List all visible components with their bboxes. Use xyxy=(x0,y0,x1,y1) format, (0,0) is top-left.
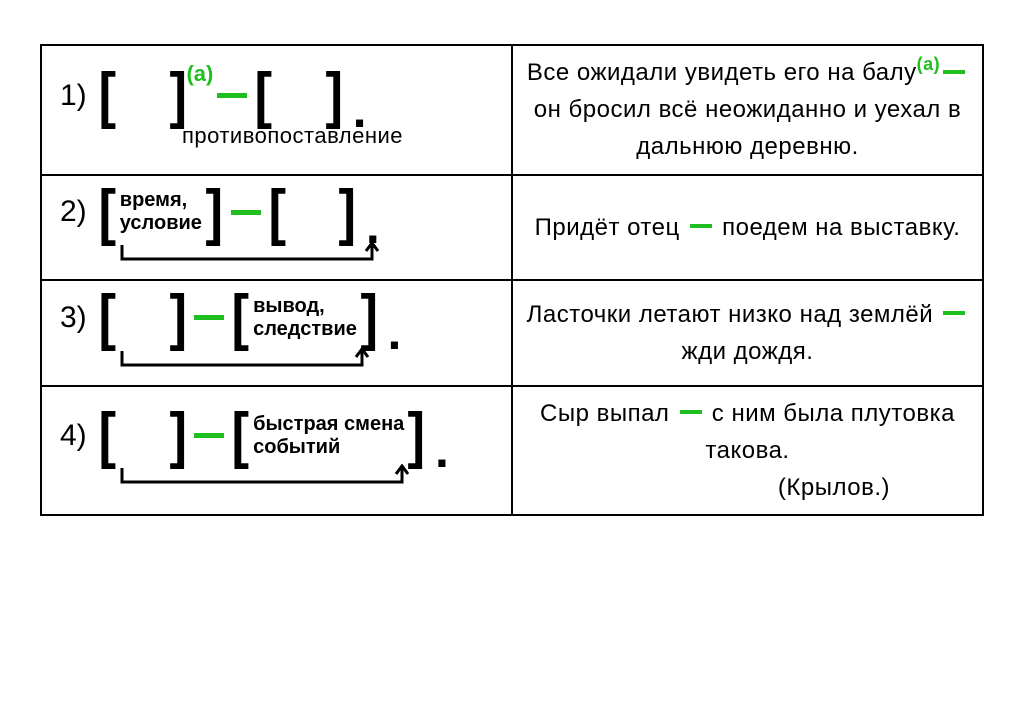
row-number: 3) xyxy=(60,301,87,335)
bracket-close-icon: ] xyxy=(169,411,187,461)
dash-icon xyxy=(943,70,965,74)
example-text-post: с ним была плутовка такова. xyxy=(705,400,955,464)
cell-example-2: Придёт отец поедем на выставку. xyxy=(512,175,983,281)
bracket-open-icon: [ xyxy=(99,188,117,238)
bracket-close-icon: ] xyxy=(326,71,344,121)
scheme-4: [ ] [ быстрая сменасобытий ] . xyxy=(97,411,449,461)
cell-scheme-2: 2) [ время,условие ] [ ] . xyxy=(41,175,512,281)
bracket-close-icon: ] xyxy=(408,411,426,461)
bracket-open-icon: [ xyxy=(99,293,117,343)
bracket-open-icon: [ xyxy=(255,71,273,121)
cell-example-3: Ласточки летают низко над землёй жди дож… xyxy=(512,280,983,386)
example-source: (Крылов.) xyxy=(525,469,970,506)
bracket-open-icon: [ xyxy=(268,188,286,238)
row-number: 2) xyxy=(60,195,87,229)
table-row: 3) [ ] [ вывод,следствие ] . xyxy=(41,280,983,386)
bracket-open-icon: [ xyxy=(99,71,117,121)
row-number: 1) xyxy=(60,79,87,113)
cell-scheme-1: 1) [ ] (а) [ ] . противопоставление xyxy=(41,45,512,175)
cell-scheme-4: 4) [ ] [ быстрая сменасобытий ] . xyxy=(41,386,512,516)
bracket-close-icon: ] xyxy=(169,293,187,343)
example-text-pre: Все ожидали увидеть его на балу xyxy=(527,59,917,86)
table-row: 2) [ время,условие ] [ ] . xyxy=(41,175,983,281)
arrow-back xyxy=(114,241,495,267)
bracket-content: вывод,следствие xyxy=(251,295,359,341)
scheme-sublabel: противопоставление xyxy=(60,123,495,149)
annotation-a: (а) xyxy=(917,54,941,74)
cell-example-4: Сыр выпал с ним была плутовка такова. (К… xyxy=(512,386,983,516)
example-text-post: жди дождя. xyxy=(682,338,814,365)
arrow-icon xyxy=(114,464,414,490)
dash-icon xyxy=(231,210,261,215)
example-text-pre: Придёт отец xyxy=(535,214,680,241)
dash-icon xyxy=(194,433,224,438)
rules-table: 1) [ ] (а) [ ] . противопоставление xyxy=(40,44,984,516)
dash-icon xyxy=(690,224,712,228)
bracket-open-icon: [ xyxy=(232,293,250,343)
bracket-open-icon: [ xyxy=(232,411,250,461)
bracket-content: время,условие xyxy=(118,189,204,235)
bracket-content: быстрая сменасобытий xyxy=(251,413,406,459)
scheme-3: [ ] [ вывод,следствие ] . xyxy=(97,293,401,343)
scheme-2: [ время,условие ] [ ] . xyxy=(97,188,380,238)
annotation-a: (а) xyxy=(186,61,213,87)
dash-icon xyxy=(217,93,247,98)
cell-scheme-3: 3) [ ] [ вывод,следствие ] . xyxy=(41,280,512,386)
dash-icon xyxy=(680,410,702,414)
bracket-close-icon: ] xyxy=(169,71,187,121)
dash-icon xyxy=(194,315,224,320)
bracket-close-icon: ] xyxy=(339,188,357,238)
row-number: 4) xyxy=(60,419,87,453)
table-row: 1) [ ] (а) [ ] . противопоставление xyxy=(41,45,983,175)
bracket-open-icon: [ xyxy=(99,411,117,461)
cell-example-1: Все ожидали увидеть его на балу(а) он бро… xyxy=(512,45,983,175)
table-row: 4) [ ] [ быстрая сменасобытий ] . xyxy=(41,386,983,516)
example-text-post: он бросил всё неожиданно и уехал в дальн… xyxy=(534,96,961,160)
bracket-close-icon: ] xyxy=(205,188,223,238)
dash-icon xyxy=(943,311,965,315)
example-text-post: поедем на выставку. xyxy=(722,214,960,241)
bracket-close-icon: ] xyxy=(360,293,378,343)
example-text-pre: Сыр выпал xyxy=(540,400,669,427)
example-text-pre: Ласточки летают низко над землёй xyxy=(527,301,934,328)
scheme-1: [ ] (а) [ ] . xyxy=(97,71,366,121)
